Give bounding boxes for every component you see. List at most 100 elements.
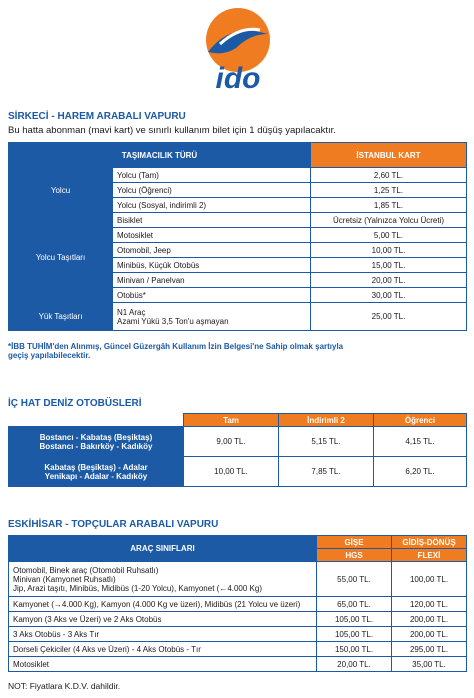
text-line: Yolcu (Sosyal, indirimli 2) — [117, 200, 207, 210]
item-cell: Yolcu (Öğrenci) — [112, 182, 311, 198]
item-cell: Minibüs, Küçük Otobüs — [112, 257, 311, 273]
header-row: HGS FLEXİ — [9, 548, 467, 562]
text-line: 3 Aks Otobüs - 3 Aks Tır — [13, 629, 100, 639]
header-cell: TAŞIMACILIK TÜRÜ — [8, 142, 311, 168]
text-line: Jip, Arazi taşıtı, Minibüs, Midibüs (1-2… — [13, 583, 263, 593]
item-cell: Otomobil, Jeep — [112, 242, 311, 258]
text-line: Yenikapı - Adalar - Kadıköy — [44, 471, 148, 481]
row: Yük Taşıtları N1 Araç Azami Yükü 3,5 Ton'u… — [8, 302, 467, 331]
header-cell: İndirimli 2 — [278, 413, 374, 427]
price-cell: 6,20 TL. — [373, 456, 467, 487]
price-cell: 30,00 TL. — [310, 287, 467, 303]
header-cell: FLEXİ — [391, 548, 467, 562]
text-line: Otomobil, Binek araç (Otomobil Ruhsatlı) — [13, 565, 159, 575]
text-line: geçiş yapılabilecektir. — [8, 351, 91, 360]
price-cell: 120,00 TL. — [391, 596, 467, 612]
logo-text: ido — [216, 62, 261, 94]
row: Yolcu Taşıtları Bisiklet Ücretsiz (Yalnızc… — [8, 212, 467, 303]
row: Yolcu Yolcu (Tam) 2,60 TL. — [8, 167, 467, 213]
header-cell: GİŞE — [316, 535, 392, 549]
item-cell: Yolcu (Tam) — [112, 167, 311, 183]
route-cell: Kabataş (Beşiktaş) - Adalar Yenikapı - Ad… — [8, 456, 184, 487]
text-line: Motosiklet — [117, 230, 154, 240]
group-label: Yolcu Taşıtları — [8, 212, 113, 303]
subtitle: Bu hatta abonman (mavi kart) ve sınırlı … — [8, 125, 336, 136]
price-cell: 10,00 TL. — [310, 242, 467, 258]
price-cell: 5,15 TL. — [278, 426, 374, 457]
text-line: Otomobil, Jeep — [117, 245, 171, 255]
group-label: Yolcu — [8, 167, 113, 213]
text-line: Azami Yükü 3,5 Ton'u aşmayan — [117, 316, 229, 326]
route-cell: Bostancı - Kabataş (Beşiktaş) Bostancı - … — [8, 426, 184, 457]
logo: ido — [206, 8, 270, 94]
vehicle-cell: Kamyonet (→4.000 Kg), Kamyon (4.000 Kg v… — [8, 596, 317, 612]
header-cell: GİDİŞ-DÖNÜŞ — [391, 535, 467, 549]
price-cell: 295,00 TL. — [391, 641, 467, 657]
row: Dorseli Çekiciler (4 Aks ve Üzeri) - 4 A… — [8, 641, 467, 657]
item-cell: Otobüs* — [112, 287, 311, 303]
price-cell: 150,00 TL. — [316, 641, 392, 657]
price-cell: 4,15 TL. — [373, 426, 467, 457]
text-line: Bisiklet — [117, 215, 143, 225]
row: Otobüs* 30,00 TL. — [9, 287, 467, 303]
header-row: TAŞIMACILIK TÜRÜ İSTANBUL KART — [8, 142, 467, 168]
price-cell: 1,85 TL. — [310, 197, 467, 213]
text-line: Kabataş (Beşiktaş) - Adalar — [44, 462, 148, 472]
row: Otomobil, Binek araç (Otomobil Ruhsatlı)… — [8, 561, 467, 597]
table: ARAÇ SINIFLARI GİŞE GİDİŞ-DÖNÜŞ HGS FLEXİ Oto… — [8, 535, 467, 672]
item-cell: Yolcu (Sosyal, indirimli 2) — [112, 197, 311, 213]
text-line: Kamyonet (→4.000 Kg), Kamyon (4.000 Kg v… — [13, 599, 301, 609]
price-cell: 1,25 TL. — [310, 182, 467, 198]
vehicle-cell: Motosiklet — [8, 656, 317, 672]
price-cell: 20,00 TL. — [316, 656, 392, 672]
text-line: Kamyon (3 Aks ve Üzeri) ve 2 Aks Otobüs — [13, 614, 162, 624]
price-cell: 55,00 TL. — [316, 561, 392, 597]
text-line: N1 Araç — [117, 307, 146, 317]
header-cell: İSTANBUL KART — [310, 142, 467, 168]
price-cell: 35,00 TL. — [391, 656, 467, 672]
price-cell: 200,00 TL. — [391, 611, 467, 627]
vehicle-cell: Dorseli Çekiciler (4 Aks ve Üzeri) - 4 A… — [8, 641, 317, 657]
text-line: Dorseli Çekiciler (4 Aks ve Üzeri) - 4 A… — [13, 644, 201, 654]
text-line: Yolcu (Öğrenci) — [117, 185, 172, 195]
row: 3 Aks Otobüs - 3 Aks Tır 105,00 TL. 200,00… — [8, 626, 467, 642]
header-cell: Öğrenci — [373, 413, 467, 427]
section-title: ESKİHİSAR - TOPÇULAR ARABALI VAPURU — [8, 519, 219, 530]
section-title: İÇ HAT DENİZ OTOBÜSLERİ — [8, 398, 142, 409]
text-line: Minivan (Kamyonet Ruhsatlı) — [13, 574, 116, 584]
item-cell: Minivan / Panelvan — [112, 272, 311, 288]
price-cell: 105,00 TL. — [316, 611, 392, 627]
text-line: Minibüs, Küçük Otobüs — [117, 260, 200, 270]
header-row: ARAÇ SINIFLARI GİŞE GİDİŞ-DÖNÜŞ — [8, 535, 467, 562]
section-title: SİRKECİ - HAREM ARABALI VAPURU — [8, 111, 186, 122]
header-row: Tam İndirimli 2 Öğrenci — [9, 413, 467, 427]
vehicle-cell: Kamyon (3 Aks ve Üzeri) ve 2 Aks Otobüs — [8, 611, 317, 627]
price-cell: 65,00 TL. — [316, 596, 392, 612]
text-line: Bostancı - Kabataş (Beşiktaş) — [39, 432, 153, 442]
text-line: Minivan / Panelvan — [117, 275, 185, 285]
empty-cell — [9, 414, 184, 427]
text-line: Yolcu (Tam) — [117, 170, 159, 180]
text-line: Otobüs* — [117, 290, 146, 300]
price-cell: 5,00 TL. — [310, 227, 467, 243]
price-cell: 105,00 TL. — [316, 626, 392, 642]
price-cell: 2,60 TL. — [310, 167, 467, 183]
vehicle-cell: Otomobil, Binek araç (Otomobil Ruhsatlı)… — [8, 561, 317, 597]
row: Kamyonet (→4.000 Kg), Kamyon (4.000 Kg v… — [8, 596, 467, 612]
row: Motosiklet 5,00 TL. — [9, 227, 467, 243]
header-cell: Tam — [183, 413, 279, 427]
row: Motosiklet 20,00 TL. 35,00 TL. — [8, 656, 467, 672]
row: Kamyon (3 Aks ve Üzeri) ve 2 Aks Otobüs 1… — [8, 611, 467, 627]
price-cell: Ücretsiz (Yalnızca Yolcu Ücreti) — [310, 212, 467, 228]
group-label: Yük Taşıtları — [8, 302, 113, 331]
note: *İBB TUHİM'den Alınmış, Güncel Güzergâh … — [8, 342, 343, 360]
item-cell: N1 Araç Azami Yükü 3,5 Ton'u aşmayan — [112, 302, 311, 331]
row: Kabataş (Beşiktaş) - Adalar Yenikapı - Ad… — [8, 456, 467, 487]
text-line: Motosiklet — [13, 659, 50, 669]
price-cell: 100,00 TL. — [391, 561, 467, 597]
header-cell: ARAÇ SINIFLARI — [8, 535, 317, 562]
price-cell: 20,00 TL. — [310, 272, 467, 288]
price-cell: 15,00 TL. — [310, 257, 467, 273]
text-line: *İBB TUHİM'den Alınmış, Güncel Güzergâh … — [8, 342, 344, 351]
